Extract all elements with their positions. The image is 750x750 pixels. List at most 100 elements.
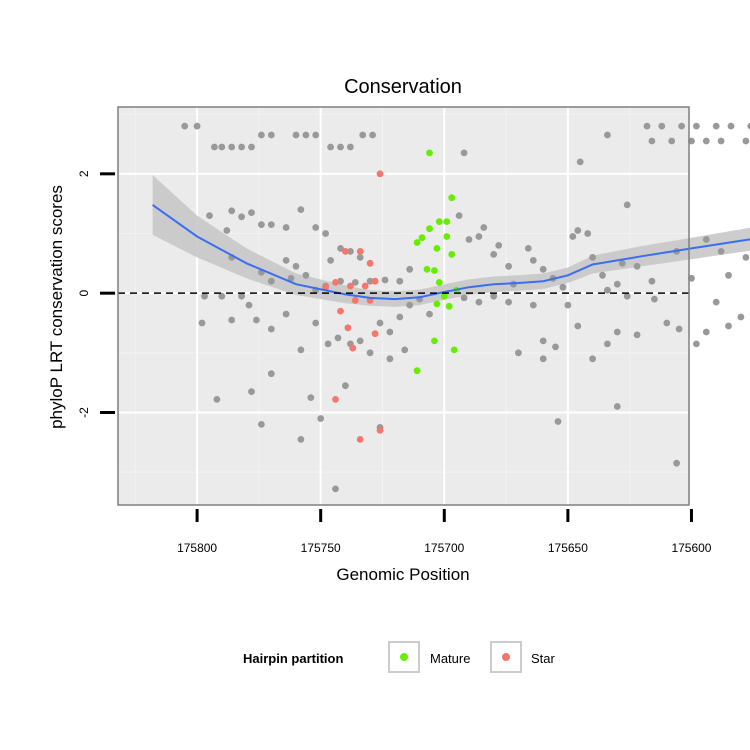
data-point (633, 331, 641, 339)
data-point (376, 170, 384, 178)
x-axis: 175800 175750 175700 175650 175600 (177, 509, 712, 555)
data-point (211, 143, 218, 151)
data-point (495, 242, 503, 249)
data-point (431, 337, 438, 345)
legend-swatch-mature (400, 653, 408, 661)
data-point (334, 334, 342, 342)
data-point (413, 239, 421, 246)
legend-swatch-star (502, 653, 510, 661)
data-point (218, 143, 226, 151)
y-tick-label: -2 (77, 407, 91, 418)
data-point (267, 370, 275, 378)
data-point (524, 245, 532, 252)
data-point (448, 251, 456, 258)
series-mature (413, 149, 460, 375)
data-point (443, 218, 451, 226)
data-point (574, 227, 582, 234)
data-point (433, 245, 441, 252)
series-star (322, 170, 384, 443)
smooth-curve (152, 204, 750, 301)
data-point (381, 276, 389, 284)
data-point (327, 143, 334, 151)
data-point (317, 415, 325, 422)
data-point (673, 459, 680, 467)
data-point (668, 137, 676, 145)
data-point (292, 262, 300, 270)
data-point (337, 245, 344, 252)
data-point (359, 131, 367, 139)
data-point (253, 316, 260, 324)
data-point (369, 131, 376, 139)
data-point (297, 206, 305, 214)
data-point (292, 131, 300, 139)
data-point (539, 355, 547, 363)
data-point (297, 436, 305, 443)
data-point (651, 295, 658, 303)
y-tick-label: 2 (77, 170, 91, 177)
data-point (576, 158, 584, 166)
data-point (332, 485, 339, 493)
data-point (267, 221, 275, 229)
x-tick-label: 175650 (548, 541, 588, 555)
data-point (413, 367, 421, 375)
data-point (529, 257, 537, 264)
data-point (589, 254, 596, 261)
data-point (366, 277, 374, 285)
data-point (228, 207, 236, 215)
data-point (213, 396, 221, 403)
data-point (218, 292, 226, 300)
data-point (465, 236, 473, 243)
data-point (258, 221, 265, 229)
data-point (349, 344, 357, 352)
data-point (312, 319, 320, 327)
data-point (712, 122, 720, 130)
data-point (332, 279, 339, 286)
data-point (297, 346, 305, 354)
panel-border (117, 106, 690, 506)
data-point (376, 427, 384, 434)
data-point (569, 233, 577, 240)
data-point (248, 388, 255, 395)
data-point (396, 313, 404, 321)
y-tick-label: 0 (77, 290, 91, 297)
data-point (604, 286, 611, 294)
data-point (599, 271, 606, 279)
legend-key-mature (388, 641, 420, 673)
data-point (613, 280, 621, 288)
data-point (658, 122, 666, 130)
data-point (431, 267, 438, 274)
data-point (584, 230, 592, 237)
data-point (347, 282, 354, 290)
data-point (386, 355, 394, 363)
data-point (490, 251, 498, 258)
data-point (554, 418, 562, 425)
data-point (287, 274, 295, 282)
data-point (356, 337, 364, 345)
data-point (480, 224, 488, 231)
data-point (198, 319, 206, 327)
data-point (623, 292, 631, 300)
data-point (604, 131, 611, 139)
data-point (376, 319, 384, 327)
data-point (618, 259, 626, 267)
data-point (423, 265, 431, 273)
legend: Hairpin partition Mature Star (243, 641, 556, 673)
data-point (678, 122, 685, 130)
x-tick-label: 175700 (424, 541, 464, 555)
data-point (327, 257, 334, 264)
data-point (258, 131, 265, 139)
data-point (737, 313, 745, 321)
data-point (589, 355, 596, 363)
data-point (267, 277, 275, 285)
data-point (302, 131, 310, 139)
data-point (455, 212, 463, 220)
data-point (574, 322, 582, 330)
data-point (515, 349, 522, 357)
data-point (245, 301, 253, 309)
x-axis-title: Genomic Position (336, 565, 469, 584)
data-point (717, 137, 725, 145)
data-point (675, 325, 683, 333)
data-point (688, 274, 695, 282)
data-point (238, 143, 246, 151)
